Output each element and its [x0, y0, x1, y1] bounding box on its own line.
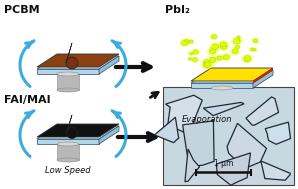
Ellipse shape: [218, 40, 229, 49]
Ellipse shape: [236, 35, 241, 39]
Ellipse shape: [193, 50, 198, 54]
Ellipse shape: [235, 38, 241, 43]
Ellipse shape: [241, 54, 254, 63]
Polygon shape: [191, 83, 253, 88]
Text: 1 μm: 1 μm: [214, 159, 233, 168]
Ellipse shape: [200, 60, 213, 70]
Ellipse shape: [184, 40, 189, 44]
Polygon shape: [37, 54, 119, 67]
Polygon shape: [227, 123, 266, 169]
Ellipse shape: [203, 62, 210, 67]
Ellipse shape: [207, 46, 219, 56]
Ellipse shape: [209, 33, 219, 40]
Ellipse shape: [204, 60, 208, 63]
Ellipse shape: [188, 58, 191, 60]
Ellipse shape: [179, 39, 190, 47]
Ellipse shape: [182, 38, 191, 45]
Ellipse shape: [190, 56, 199, 63]
Text: Low Speed: Low Speed: [45, 166, 91, 175]
Ellipse shape: [57, 72, 79, 76]
Polygon shape: [99, 56, 119, 74]
Ellipse shape: [191, 48, 200, 56]
Ellipse shape: [251, 38, 260, 44]
Polygon shape: [185, 149, 200, 182]
Ellipse shape: [236, 45, 240, 48]
Ellipse shape: [217, 56, 222, 60]
Polygon shape: [154, 117, 179, 143]
Ellipse shape: [212, 35, 217, 39]
Ellipse shape: [249, 47, 256, 52]
Ellipse shape: [237, 39, 240, 42]
Ellipse shape: [187, 57, 193, 61]
Ellipse shape: [57, 158, 79, 162]
Ellipse shape: [244, 57, 250, 62]
Ellipse shape: [188, 51, 194, 56]
Ellipse shape: [244, 56, 251, 61]
Ellipse shape: [209, 42, 221, 52]
Ellipse shape: [189, 40, 193, 43]
Polygon shape: [183, 120, 214, 167]
Polygon shape: [37, 139, 99, 144]
Ellipse shape: [233, 39, 240, 44]
Ellipse shape: [229, 47, 241, 56]
Ellipse shape: [221, 44, 227, 49]
Polygon shape: [191, 70, 273, 83]
Ellipse shape: [211, 86, 233, 90]
Ellipse shape: [57, 142, 79, 146]
Text: Evaporation: Evaporation: [182, 115, 232, 124]
Ellipse shape: [207, 55, 219, 65]
Text: FAI/MAI: FAI/MAI: [4, 95, 51, 105]
Polygon shape: [166, 95, 202, 136]
Bar: [163, 87, 294, 185]
Polygon shape: [37, 69, 99, 74]
Ellipse shape: [209, 57, 216, 63]
Ellipse shape: [237, 36, 240, 39]
Polygon shape: [265, 122, 291, 144]
Polygon shape: [57, 144, 79, 160]
Polygon shape: [37, 126, 119, 139]
Polygon shape: [57, 74, 79, 90]
Polygon shape: [37, 56, 119, 69]
Polygon shape: [191, 68, 273, 81]
Polygon shape: [253, 70, 273, 88]
Ellipse shape: [190, 52, 193, 55]
Polygon shape: [99, 126, 119, 144]
Polygon shape: [253, 68, 273, 84]
Ellipse shape: [57, 88, 79, 92]
Ellipse shape: [209, 49, 216, 54]
Polygon shape: [211, 88, 233, 104]
Ellipse shape: [231, 36, 243, 46]
Ellipse shape: [252, 47, 257, 52]
Ellipse shape: [242, 55, 252, 63]
Ellipse shape: [215, 54, 224, 62]
Ellipse shape: [250, 48, 254, 51]
Ellipse shape: [202, 58, 210, 64]
Ellipse shape: [212, 44, 219, 50]
Polygon shape: [37, 124, 119, 137]
Polygon shape: [66, 115, 77, 139]
Ellipse shape: [202, 60, 214, 69]
Polygon shape: [66, 43, 78, 69]
Polygon shape: [246, 97, 279, 125]
Ellipse shape: [234, 44, 241, 50]
Ellipse shape: [211, 102, 233, 106]
Ellipse shape: [223, 55, 229, 60]
Ellipse shape: [218, 43, 229, 51]
Ellipse shape: [181, 40, 187, 45]
Polygon shape: [261, 161, 290, 180]
Ellipse shape: [253, 48, 256, 51]
Ellipse shape: [232, 49, 238, 54]
Polygon shape: [203, 102, 244, 115]
Ellipse shape: [188, 39, 195, 44]
Ellipse shape: [193, 58, 197, 62]
Ellipse shape: [204, 62, 211, 67]
Text: PbI₂: PbI₂: [165, 5, 190, 15]
Ellipse shape: [253, 39, 258, 43]
Polygon shape: [216, 153, 251, 185]
Text: PCBM: PCBM: [4, 5, 40, 15]
Ellipse shape: [221, 53, 232, 62]
Ellipse shape: [220, 42, 226, 47]
